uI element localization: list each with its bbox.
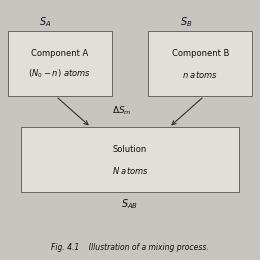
Text: Solution: Solution [113,145,147,154]
Text: Component A: Component A [31,49,88,58]
Text: $(N_0 - n)$ atoms: $(N_0 - n)$ atoms [28,68,91,80]
Text: $n$ atoms: $n$ atoms [182,69,218,80]
Text: $S_{AB}$: $S_{AB}$ [121,197,139,211]
Text: $N$ atoms: $N$ atoms [112,165,148,176]
Text: $S_A$: $S_A$ [39,15,52,29]
Text: Fig. 4.1    Illustration of a mixing process.: Fig. 4.1 Illustration of a mixing proces… [51,243,209,251]
Text: $S_B$: $S_B$ [180,15,192,29]
Bar [148,31,252,96]
Text: $\Delta S_m$: $\Delta S_m$ [112,104,132,117]
Bar [8,31,112,96]
Text: Component B: Component B [172,49,229,58]
Bar [21,127,239,192]
